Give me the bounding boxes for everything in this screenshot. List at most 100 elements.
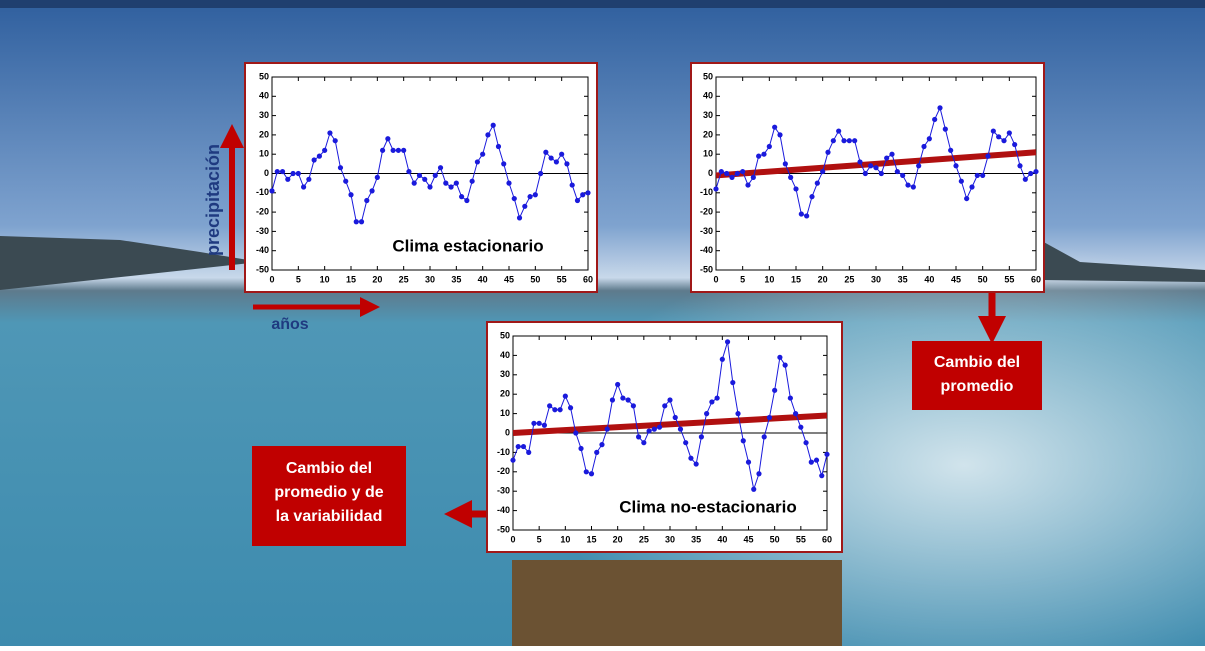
- y-tick-label: 40: [500, 350, 510, 360]
- data-point: [604, 426, 610, 432]
- data-point: [974, 172, 980, 179]
- x-tick-label: 15: [791, 274, 801, 284]
- note-line: la variabilidad: [276, 508, 383, 525]
- variability-note-box: [252, 446, 406, 546]
- data-point: [704, 411, 710, 417]
- data-point: [787, 395, 793, 401]
- data-point: [990, 128, 996, 134]
- data-point: [777, 132, 783, 138]
- data-point: [793, 411, 799, 417]
- data-point: [406, 168, 412, 175]
- y-tick-label: 10: [500, 408, 510, 418]
- data-point: [803, 440, 809, 446]
- x-tick-label: 30: [425, 274, 435, 284]
- data-point: [714, 395, 720, 401]
- data-point: [594, 449, 600, 455]
- data-point: [793, 186, 799, 192]
- y-tick-label: 50: [703, 71, 713, 81]
- data-point: [698, 434, 705, 440]
- x-tick-label: 15: [586, 534, 596, 544]
- x-tick-label: 60: [822, 534, 832, 544]
- data-point: [553, 159, 560, 165]
- y-tick-label: 0: [505, 427, 510, 437]
- x-tick-label: 0: [510, 534, 515, 544]
- x-tick-label: 45: [743, 534, 753, 544]
- data-point: [279, 168, 286, 175]
- y-tick-label: 10: [703, 149, 713, 159]
- y-tick-label: -20: [700, 206, 713, 216]
- data-point: [953, 163, 959, 169]
- data-point: [745, 459, 752, 465]
- y-tick-label: 30: [500, 369, 510, 379]
- data-point: [337, 165, 344, 171]
- data-point: [756, 471, 762, 477]
- data-point: [662, 403, 668, 409]
- data-point: [609, 397, 616, 403]
- data-point: [1001, 138, 1007, 144]
- data-point: [395, 147, 401, 153]
- data-point: [559, 151, 565, 157]
- x-label: años: [271, 316, 308, 333]
- data-point: [390, 147, 396, 153]
- data-point: [322, 147, 328, 153]
- data-point: [358, 219, 365, 225]
- y-tick-label: -10: [700, 187, 713, 197]
- data-point: [515, 443, 521, 450]
- x-tick-label: 30: [665, 534, 675, 544]
- data-point: [651, 426, 657, 432]
- data-point: [814, 180, 820, 186]
- data-point: [567, 405, 574, 411]
- data-point: [724, 339, 731, 345]
- y-tick-label: -10: [497, 447, 510, 457]
- x-tick-label: 30: [871, 274, 881, 284]
- data-point: [740, 168, 746, 175]
- data-point: [522, 203, 528, 209]
- y-tick-label: -30: [700, 226, 713, 236]
- data-point: [538, 170, 544, 177]
- note-line: Cambio del: [934, 354, 1020, 371]
- y-tick-label: 50: [500, 330, 510, 340]
- x-tick-label: 20: [613, 534, 623, 544]
- data-point: [688, 455, 694, 461]
- x-tick-label: 55: [1004, 274, 1014, 284]
- data-point: [777, 354, 783, 360]
- y-tick-label: -50: [700, 264, 713, 274]
- data-point: [453, 180, 459, 186]
- data-point: [766, 143, 772, 150]
- x-tick-label: 10: [764, 274, 774, 284]
- data-point: [583, 469, 589, 475]
- data-point: [798, 424, 804, 430]
- x-tick-label: 45: [504, 274, 514, 284]
- data-point: [782, 161, 788, 167]
- data-point: [564, 161, 570, 167]
- data-point: [819, 473, 825, 479]
- data-point: [910, 184, 916, 190]
- y-tick-label: -40: [256, 245, 269, 255]
- data-point: [543, 149, 549, 155]
- data-point: [520, 443, 527, 450]
- data-point: [729, 174, 735, 180]
- x-tick-label: 45: [951, 274, 961, 284]
- x-tick-label: 20: [818, 274, 828, 284]
- y-tick-label: -20: [256, 206, 269, 216]
- y-tick-label: 20: [703, 129, 713, 139]
- x-tick-label: 25: [844, 274, 854, 284]
- data-point: [900, 172, 906, 179]
- x-tick-label: 10: [560, 534, 570, 544]
- data-point: [526, 449, 532, 455]
- data-point: [964, 195, 970, 202]
- data-point: [474, 159, 480, 165]
- data-point: [693, 461, 699, 467]
- data-point: [574, 197, 581, 204]
- mean-note-box: [912, 341, 1042, 410]
- x-tick-label: 35: [691, 534, 701, 544]
- x-tick-label: 55: [557, 274, 567, 284]
- data-point: [798, 211, 804, 217]
- data-point: [734, 170, 740, 177]
- x-tick-label: 35: [451, 274, 461, 284]
- x-tick-label: 0: [713, 274, 718, 284]
- data-point: [510, 457, 516, 463]
- x-tick-label: 50: [530, 274, 540, 284]
- data-point: [841, 138, 847, 144]
